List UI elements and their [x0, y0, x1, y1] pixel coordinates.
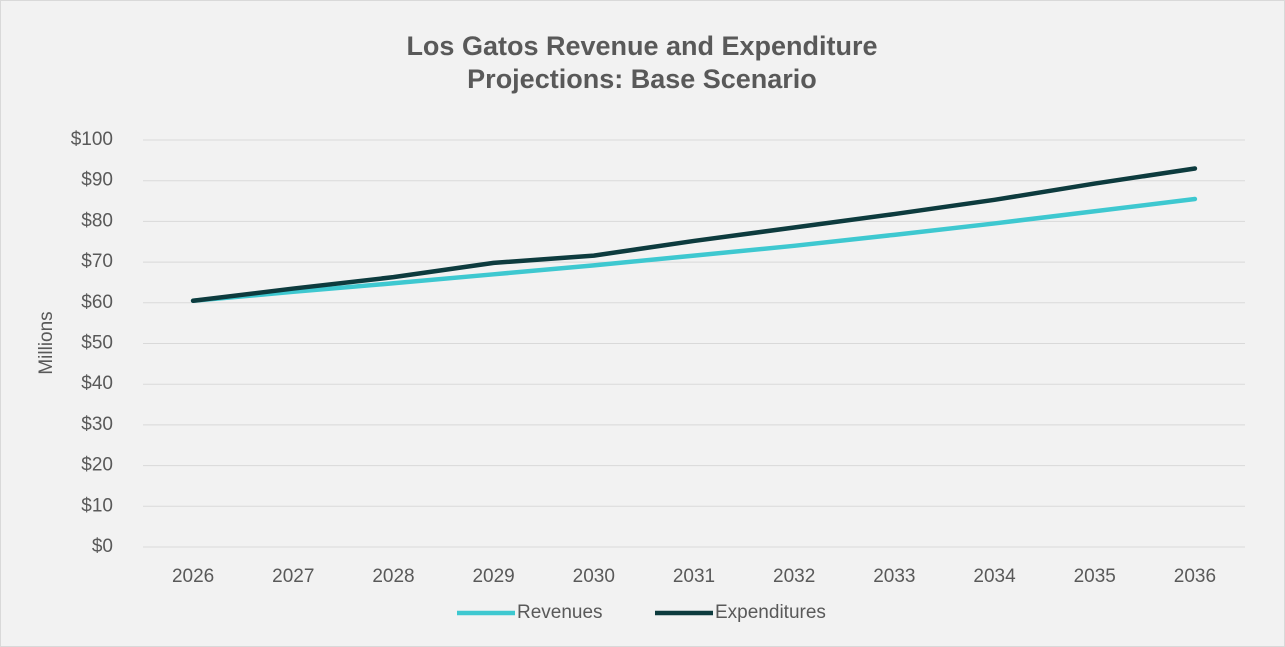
- y-tick-label: $0: [92, 536, 113, 557]
- x-tick-label: 2032: [773, 566, 815, 587]
- y-tick-label: $80: [81, 210, 113, 231]
- x-tick-label: 2029: [472, 566, 514, 587]
- x-tick-label: 2034: [973, 566, 1016, 587]
- y-tick-label: $30: [81, 414, 113, 435]
- y-axis-label: Millions: [36, 311, 57, 374]
- x-tick-label: 2028: [372, 566, 414, 587]
- x-tick-label: 2033: [873, 566, 915, 587]
- y-tick-label: $90: [81, 170, 113, 191]
- y-tick-label: $50: [81, 333, 113, 354]
- x-tick-label: 2036: [1174, 566, 1216, 587]
- y-tick-label: $60: [81, 292, 113, 313]
- y-tick-label: $40: [81, 373, 113, 394]
- x-tick-label: 2030: [573, 566, 615, 587]
- y-tick-label: $20: [81, 455, 113, 476]
- y-tick-label: $10: [81, 495, 113, 516]
- x-tick-label: 2035: [1074, 566, 1116, 587]
- series-line: [190, 196, 1198, 304]
- legend-label: Expenditures: [715, 602, 826, 623]
- x-tick-label: 2026: [172, 566, 214, 587]
- x-tick-label: 2031: [673, 566, 715, 587]
- y-tick-label: $70: [81, 251, 113, 272]
- x-tick-label: 2027: [272, 566, 314, 587]
- legend-label: Revenues: [517, 602, 603, 623]
- series-line: [190, 166, 1198, 304]
- y-tick-label: $100: [71, 129, 113, 150]
- chart-title: Los Gatos Revenue and Expenditure Projec…: [406, 31, 878, 94]
